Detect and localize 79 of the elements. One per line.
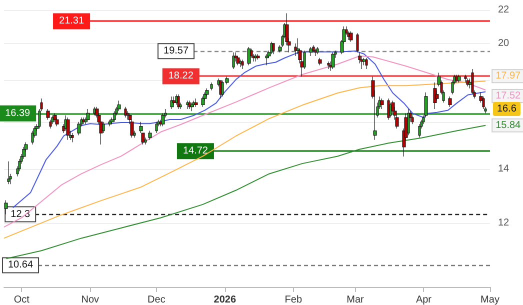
line-series bbox=[4, 56, 486, 228]
x-tick-label: Dec bbox=[148, 294, 166, 305]
candlestick bbox=[318, 58, 322, 66]
candlestick bbox=[71, 132, 74, 143]
candlestick bbox=[482, 96, 485, 110]
candlestick bbox=[407, 108, 410, 136]
candlestick bbox=[219, 80, 222, 99]
x-tick-label: Apr bbox=[416, 294, 432, 305]
candlestick bbox=[356, 32, 359, 53]
data-label: 15.84 bbox=[496, 120, 522, 131]
y-tick-label: 14 bbox=[498, 163, 510, 174]
x-tick-label: Oct bbox=[14, 294, 30, 305]
candlestick bbox=[241, 59, 244, 70]
candlestick bbox=[155, 122, 158, 134]
candlestick bbox=[210, 82, 213, 91]
candlestick bbox=[362, 58, 366, 66]
candlestick bbox=[418, 124, 421, 138]
candlestick bbox=[236, 56, 240, 66]
x-tick-label: Nov bbox=[81, 294, 100, 305]
candlestick bbox=[49, 119, 52, 129]
candlestick bbox=[148, 130, 152, 140]
annotation: 16.6 bbox=[497, 103, 517, 114]
candlestick bbox=[82, 117, 85, 124]
candlestick bbox=[86, 108, 90, 122]
candlestick bbox=[464, 74, 467, 83]
data-label: 17.52 bbox=[496, 90, 522, 102]
candlestick bbox=[117, 100, 121, 112]
candlestick bbox=[53, 112, 57, 122]
candlestick bbox=[316, 46, 319, 54]
ref-line-label: 16.39 bbox=[5, 108, 31, 119]
candlestick bbox=[457, 74, 461, 83]
candlestick bbox=[4, 200, 8, 215]
ref-line-label: 19.57 bbox=[164, 46, 189, 57]
candlestick bbox=[471, 68, 474, 95]
candlestick bbox=[247, 46, 251, 66]
candlestick bbox=[272, 43, 275, 54]
candlestick bbox=[177, 94, 180, 110]
data-label: 17.97 bbox=[496, 70, 522, 82]
y-tick-label: 20 bbox=[498, 38, 510, 49]
candlestick bbox=[186, 100, 189, 110]
y-tick-label: 12 bbox=[498, 217, 510, 228]
ref-line-label: 18.22 bbox=[168, 70, 194, 82]
candlestick bbox=[349, 31, 353, 42]
candlestick bbox=[331, 52, 335, 70]
candlestick bbox=[66, 117, 70, 140]
candlestick bbox=[7, 161, 10, 184]
candlestick bbox=[365, 58, 368, 70]
candlestick bbox=[77, 122, 81, 136]
candlestick bbox=[201, 96, 205, 108]
ref-line-label: 14.72 bbox=[182, 146, 208, 157]
candlestick bbox=[194, 98, 198, 108]
ref-line-label: 12.3 bbox=[10, 208, 31, 220]
candlestick bbox=[161, 112, 165, 127]
y-tick-label: 22 bbox=[498, 4, 510, 16]
candlestick bbox=[113, 110, 116, 122]
line-series bbox=[4, 80, 486, 239]
candlestick bbox=[205, 88, 209, 97]
candlestick bbox=[126, 110, 129, 120]
candlestick bbox=[380, 98, 384, 110]
x-tick-label: Mar bbox=[346, 294, 365, 305]
ref-line-label: 21.31 bbox=[59, 16, 84, 27]
ref-line-label: 10.64 bbox=[8, 260, 34, 271]
x-tick-label: Feb bbox=[284, 294, 302, 305]
candlestick bbox=[309, 46, 313, 56]
x-tick-label: 2026 bbox=[214, 294, 236, 305]
candlestick bbox=[312, 44, 315, 53]
candlestick bbox=[46, 108, 50, 120]
candlestick bbox=[31, 130, 34, 145]
candlestick bbox=[175, 94, 178, 106]
candlestick bbox=[188, 100, 191, 110]
candlestick bbox=[270, 41, 273, 54]
candlestick bbox=[239, 59, 242, 68]
x-tick-label: May bbox=[480, 294, 500, 305]
candlestick bbox=[256, 54, 260, 60]
candlestick bbox=[55, 117, 59, 127]
candlestick bbox=[448, 96, 452, 108]
candlestick bbox=[172, 96, 176, 106]
candlestick bbox=[93, 106, 96, 116]
candlestick bbox=[124, 106, 127, 118]
